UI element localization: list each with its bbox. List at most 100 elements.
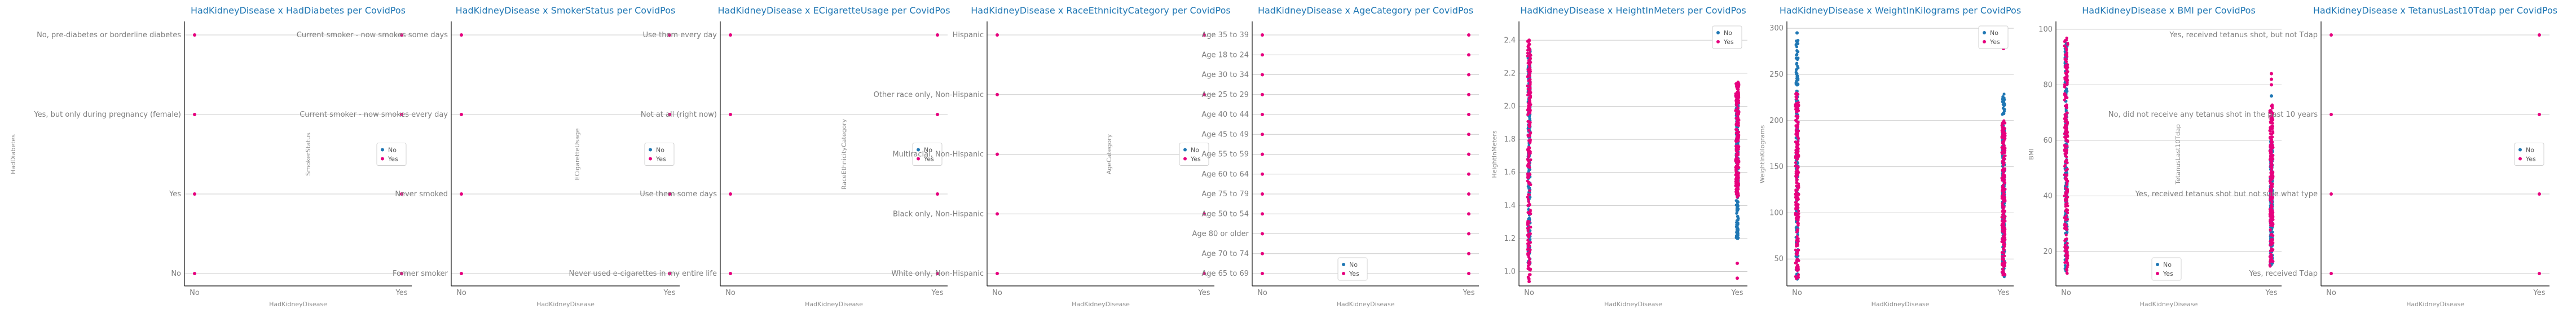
data-point-yes <box>2269 132 2272 135</box>
legend-marker-no <box>917 148 920 152</box>
y-tick-label: Age 25 to 29 <box>1201 91 1249 99</box>
data-point-yes <box>2001 230 2005 233</box>
data-point-yes <box>1794 95 1798 99</box>
x-tick-label: No <box>456 289 466 297</box>
y-tick-label: 40 <box>2043 192 2053 200</box>
data-point-yes <box>2066 272 2069 275</box>
data-point-yes <box>2063 149 2066 152</box>
data-point-yes <box>2538 272 2541 275</box>
data-point-yes <box>1796 143 1800 146</box>
data-point-no <box>1736 223 1740 226</box>
data-point-yes <box>1735 183 1738 186</box>
data-point-yes <box>2269 253 2273 257</box>
y-tick-label: Former smoker <box>393 270 448 278</box>
data-point-yes <box>2063 124 2067 127</box>
data-point-yes <box>1527 277 1531 281</box>
data-point-yes <box>1526 172 1529 175</box>
data-point-yes <box>1795 169 1799 173</box>
data-point-no <box>1795 54 1799 57</box>
chart-panel-1: HadKidneyDisease x HadDiabetes per Covid… <box>10 5 412 308</box>
x-tick-label: No <box>2326 289 2336 297</box>
data-point-yes <box>2000 195 2003 198</box>
data-point-yes <box>1527 89 1531 92</box>
data-point-yes <box>1527 154 1531 157</box>
y-tick-label: No, did not receive any tetanus shot in … <box>2108 111 2318 119</box>
data-point-yes <box>2065 173 2068 177</box>
data-point-yes <box>1797 209 1800 213</box>
data-point-yes <box>2269 109 2272 112</box>
data-point-yes <box>2066 252 2069 255</box>
data-point-yes <box>1526 148 1529 151</box>
x-axis-label: HadKidneyDisease <box>2140 301 2198 308</box>
data-point-yes <box>1527 200 1531 204</box>
data-point-yes <box>1734 139 1738 143</box>
data-point-yes <box>2065 268 2069 272</box>
data-point-yes <box>2538 33 2541 37</box>
data-point-yes <box>1527 193 1530 196</box>
data-point-yes <box>2064 258 2068 262</box>
legend-label: No <box>1349 261 1358 268</box>
data-point-yes <box>1796 101 1800 104</box>
y-tick-label: No <box>171 270 181 278</box>
data-point-no <box>2001 113 2004 116</box>
data-point-yes <box>1735 83 1738 87</box>
data-point-yes <box>460 33 463 37</box>
data-point-yes <box>2065 47 2068 51</box>
data-point-yes <box>668 192 671 196</box>
legend-label: Yes <box>1190 156 1201 163</box>
data-point-yes <box>2270 167 2274 171</box>
legend-label: Yes <box>923 156 934 163</box>
data-point-yes <box>1528 111 1532 114</box>
chart-title: HadKidneyDisease x ECigaretteUsage per C… <box>717 5 950 16</box>
data-point-yes <box>1467 133 1470 136</box>
data-point-no <box>2270 94 2273 98</box>
data-point-yes <box>2066 82 2069 86</box>
data-point-yes <box>936 113 939 116</box>
data-point-yes <box>1527 42 1531 46</box>
chart-title: HadKidneyDisease x RaceEthnicityCategory… <box>971 5 1230 16</box>
data-point-yes <box>729 192 732 196</box>
data-point-no <box>1795 42 1799 45</box>
data-point-yes <box>1529 109 1532 113</box>
legend-marker-yes <box>1716 40 1720 43</box>
legend-label: No <box>656 147 664 154</box>
y-axis-label: BMI <box>2028 148 2035 160</box>
data-point-yes <box>193 33 196 37</box>
data-point-yes <box>2065 155 2068 158</box>
data-point-yes <box>1467 33 1470 37</box>
x-axis-label: HadKidneyDisease <box>1337 301 1395 308</box>
data-point-yes <box>2001 202 2004 205</box>
y-tick-label: Yes, received tetanus shot but not sure … <box>2135 190 2318 199</box>
y-axis-label: AgeCategory <box>1106 134 1113 174</box>
legend-marker-yes <box>1342 272 1345 275</box>
data-point-yes <box>1796 165 1799 169</box>
data-point-yes <box>1529 212 1533 215</box>
data-point-yes <box>193 192 196 196</box>
data-point-yes <box>2271 211 2275 214</box>
data-point-yes <box>1528 52 1531 55</box>
data-point-yes <box>1736 261 1739 265</box>
data-point-yes <box>1795 239 1798 242</box>
data-point-yes <box>1736 157 1740 161</box>
data-point-yes <box>1261 113 1264 116</box>
data-point-yes <box>1528 84 1531 87</box>
data-point-yes <box>1737 81 1740 85</box>
data-point-no <box>2001 96 2005 99</box>
data-point-yes <box>2066 122 2069 125</box>
data-point-yes <box>1526 211 1530 214</box>
data-point-yes <box>1794 118 1798 122</box>
data-point-no <box>2003 98 2006 102</box>
data-point-yes <box>2270 200 2274 204</box>
data-point-yes <box>2271 131 2275 135</box>
chart-panel-2: HadKidneyDisease x SmokerStatus per Covi… <box>297 5 680 308</box>
data-point-yes <box>1794 129 1798 133</box>
data-point-no <box>1737 217 1740 220</box>
data-point-yes <box>2066 111 2069 114</box>
data-point-yes <box>1795 110 1799 113</box>
data-point-yes <box>2001 121 2005 124</box>
data-point-yes <box>2268 158 2272 161</box>
data-point-yes <box>1526 248 1529 251</box>
data-point-yes <box>2064 118 2068 122</box>
y-tick-label: Black only, Non-Hispanic <box>893 210 984 218</box>
data-point-yes <box>2000 136 2003 140</box>
